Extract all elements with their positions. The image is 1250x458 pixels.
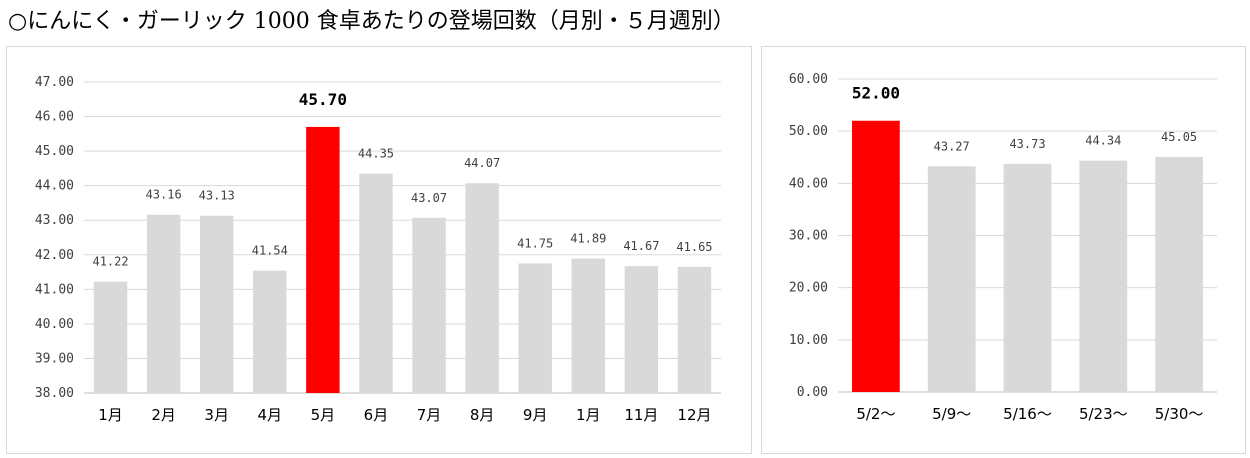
x-category-label: 5/16～ (1003, 405, 1052, 423)
y-tick-label: 50.00 (789, 124, 828, 139)
y-tick-label: 43.00 (35, 213, 74, 228)
monthly-bar-chart: 38.00 39.00 40.00 41.00 42.00 43.00 44.00 45.00… (35, 75, 721, 424)
x-category-label: 4月 (258, 406, 283, 424)
bar (624, 266, 659, 393)
bar-highlighted (852, 120, 900, 392)
bar (1003, 163, 1052, 392)
data-label: 41.75 (517, 236, 553, 250)
bar (927, 166, 976, 392)
y-tick-label: 39.00 (35, 351, 74, 366)
data-label: 41.89 (570, 232, 606, 246)
bar (677, 266, 712, 393)
bar-highlighted (306, 126, 340, 393)
x-category-label: 7月 (417, 406, 442, 424)
y-tick-label: 10.00 (789, 333, 828, 348)
data-label: 41.65 (676, 240, 712, 254)
bar (518, 263, 552, 393)
y-tick-label: 45.00 (35, 144, 74, 159)
x-category-label: 5月 (311, 406, 336, 424)
x-category-label: 9月 (523, 406, 548, 424)
bar (1155, 156, 1203, 392)
data-label: 43.27 (934, 139, 970, 153)
y-tick-label: 47.00 (35, 75, 74, 90)
bar (253, 270, 287, 393)
y-tick-label: 40.00 (35, 317, 74, 332)
weekly-chart-panel: 0.00 10.00 20.00 30.00 40.00 50.00 60.00 52.00 5… (761, 46, 1246, 454)
y-tick-label: 20.00 (789, 281, 828, 296)
x-category-label: 6月 (364, 406, 389, 424)
bar (93, 281, 128, 393)
data-label: 43.13 (199, 189, 235, 203)
bar (146, 214, 181, 393)
y-tick-label: 0.00 (797, 385, 828, 400)
bar (412, 217, 446, 393)
x-category-label: 5/2～ (856, 405, 895, 423)
data-label: 44.07 (464, 156, 500, 170)
bar (571, 258, 606, 393)
y-tick-label: 38.00 (35, 386, 74, 401)
data-label: 44.35 (358, 147, 394, 161)
data-label: 45.70 (299, 90, 347, 109)
data-label: 43.16 (146, 188, 182, 202)
x-category-label: 5/23～ (1079, 405, 1128, 423)
y-tick-label: 41.00 (35, 282, 74, 297)
data-label: 52.00 (852, 84, 900, 103)
x-category-label: 2月 (151, 406, 176, 424)
x-category-label: 3月 (204, 406, 229, 424)
weekly-bar-chart: 0.00 10.00 20.00 30.00 40.00 50.00 60.00 52.00 5… (789, 72, 1217, 423)
bar (359, 173, 393, 393)
x-category-label: 11月 (624, 406, 658, 424)
data-label: 45.05 (1161, 130, 1197, 144)
data-label: 41.22 (92, 255, 128, 269)
y-tick-label: 40.00 (789, 176, 828, 191)
data-label: 44.34 (1085, 134, 1121, 148)
y-tick-label: 30.00 (789, 229, 828, 244)
x-category-label: 5/30～ (1155, 405, 1204, 423)
data-label: 41.54 (252, 244, 288, 258)
y-tick-label: 44.00 (35, 179, 74, 194)
bar (1079, 160, 1128, 392)
bar (199, 215, 234, 393)
x-category-label: 8月 (470, 406, 495, 424)
y-tick-label: 46.00 (35, 110, 74, 125)
x-category-label: 1月 (98, 406, 123, 424)
y-tick-label: 42.00 (35, 248, 74, 263)
x-category-label: 12月 (677, 406, 711, 424)
page-title: ○にんにく・ガーリック 1000 食卓あたりの登場回数（月別・５月週別） (8, 9, 735, 34)
data-label: 41.67 (623, 239, 659, 253)
x-category-label: 1月 (576, 406, 601, 424)
y-tick-label: 60.00 (789, 72, 828, 87)
data-label: 43.73 (1009, 137, 1045, 151)
monthly-chart-panel: 38.00 39.00 40.00 41.00 42.00 43.00 44.00 45.00… (6, 46, 752, 454)
data-label: 43.07 (411, 191, 447, 205)
x-category-label: 5/9～ (932, 405, 971, 423)
bar (465, 183, 499, 393)
